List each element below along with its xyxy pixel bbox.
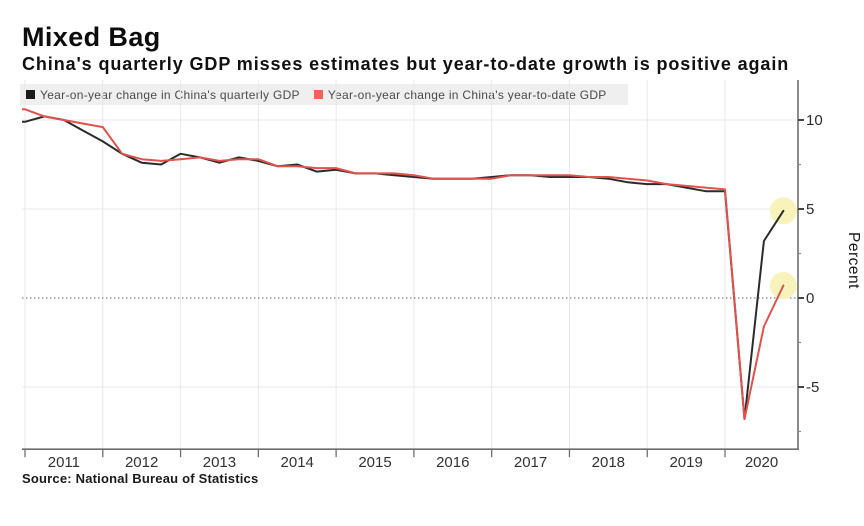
legend-item-quarterly-gdp: Year-on-year change in China's quarterly… [26,88,300,102]
y-tick-label: -5 [806,379,819,396]
horizontal-gridlines [22,119,798,388]
x-tick-label: 2020 [745,454,778,471]
chart-subtitle: China's quarterly GDP misses estimates b… [22,54,790,74]
ytd-gdp-swatch-icon [313,90,323,99]
source-note: Source: National Bureau of Statistics [22,471,259,486]
legend-item-ytd-gdp: Year-on-year change in China's year-to-d… [313,87,607,102]
chart-title: Mixed Bag [22,22,161,52]
x-tick-label: 2019 [669,454,702,471]
x-tick-label: 2016 [436,454,469,471]
ytd-gdp-line [22,108,785,420]
x-tick-label: 2013 [203,454,236,471]
x-tick-label: 2017 [514,454,547,471]
x-tick-label: 2018 [592,454,625,471]
vertical-gridlines [24,80,726,450]
x-tick-label: 2011 [48,454,80,471]
y-axis-title: Percent [845,232,862,289]
legend-label-ytd-gdp: Year-on-year change in China's year-to-d… [327,87,607,102]
y-tick-label: 10 [806,112,823,129]
legend-label-quarterly-gdp: Year-on-year change in China's quarterly… [40,87,300,102]
chart-legend: Year-on-year change in China's quarterly… [20,84,628,105]
quarterly-gdp-line [22,115,785,420]
y-tick-label: 5 [806,201,814,218]
x-tick-label: 2012 [125,454,158,471]
quarterly-gdp-swatch-icon [26,90,35,99]
x-axis: 2011 2012 2013 2014 2015 2016 2017 2018 2019 2020 [22,448,799,471]
y-tick-label: 0 [806,290,814,307]
x-tick-label: 2014 [281,454,314,471]
y-axis: 10 5 0 -5 [797,80,823,450]
x-tick-label: 2015 [358,454,391,471]
data-lines [22,108,785,420]
